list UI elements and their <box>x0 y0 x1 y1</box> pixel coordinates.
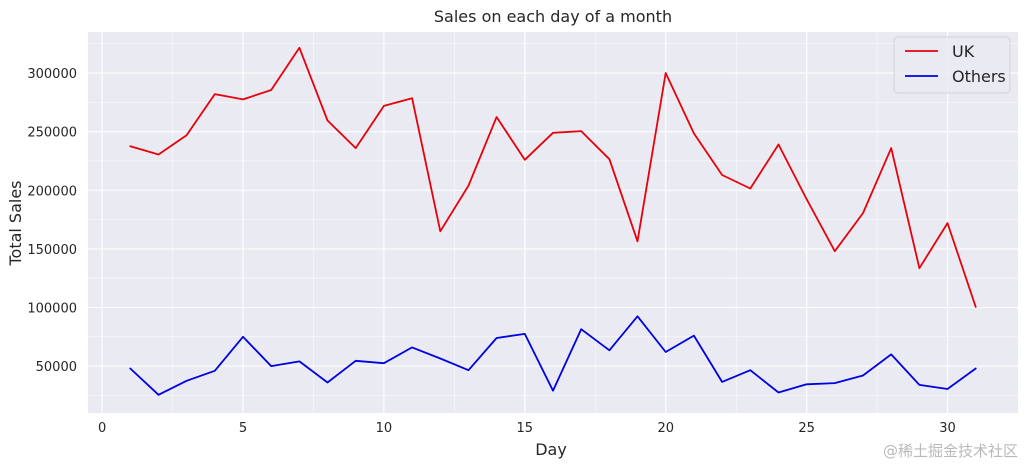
series-line-uk <box>129 46 977 308</box>
watermark-text: @稀土掘金技术社区 <box>883 442 1018 460</box>
chart-title: Sales on each day of a month <box>434 7 672 26</box>
x-tick-label: 10 <box>376 421 393 436</box>
y-tick-label: 300000 <box>27 67 77 82</box>
y-tick-label: 150000 <box>27 243 77 258</box>
x-tick-label: 20 <box>657 421 674 436</box>
x-axis-label: Day <box>535 440 567 459</box>
y-tick-labels: 50000 100000 150000 200000 250000 300000 <box>27 67 77 375</box>
y-axis-label: Total Sales <box>6 180 25 266</box>
y-tick-label: 250000 <box>27 126 77 141</box>
x-tick-label: 25 <box>798 421 815 436</box>
legend: UK Others <box>893 36 1011 94</box>
y-tick-label: 50000 <box>36 360 77 375</box>
y-tick-label: 100000 <box>27 301 77 316</box>
series-line-others <box>129 315 977 396</box>
legend-label-others: Others <box>952 67 1006 86</box>
legend-label-uk: UK <box>952 42 975 61</box>
x-tick-label: 5 <box>239 421 247 436</box>
x-tick-label: 0 <box>98 421 106 436</box>
y-tick-label: 200000 <box>27 184 77 199</box>
x-tick-label: 30 <box>939 421 956 436</box>
x-tick-labels: 0 5 10 15 20 25 30 <box>98 421 956 436</box>
grid-lines <box>88 32 1018 413</box>
series-lines <box>129 46 977 396</box>
x-tick-label: 15 <box>517 421 534 436</box>
